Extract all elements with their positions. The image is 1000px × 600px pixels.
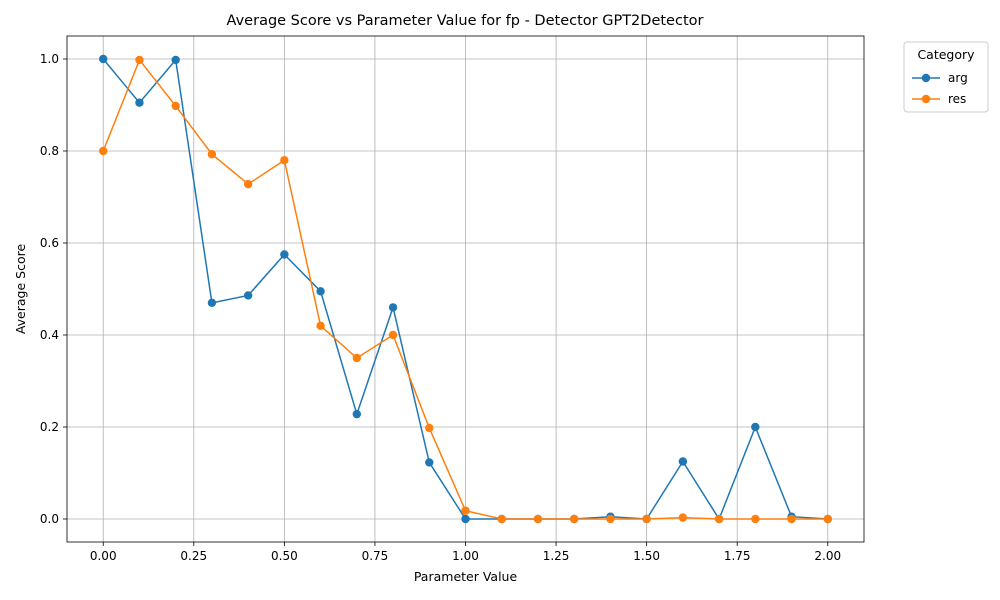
- x-tick-label: 1.75: [724, 549, 751, 563]
- x-tick-label: 0.50: [271, 549, 298, 563]
- chart-title: Average Score vs Parameter Value for fp …: [227, 13, 704, 29]
- data-point-res: [316, 321, 325, 330]
- axis-ticks: 0.00 0.25 0.50 0.75 1.00 1.25 1.50 1.75 2.00 0.0 0…: [40, 52, 841, 563]
- y-axis-label: Average Score: [13, 244, 28, 335]
- x-tick-label: 1.50: [633, 549, 660, 563]
- x-tick-label: 2.00: [814, 549, 841, 563]
- data-point-res: [823, 514, 832, 524]
- legend-swatch-marker: [921, 94, 931, 104]
- y-tick-label: 0.6: [40, 236, 59, 250]
- data-point-arg: [751, 422, 760, 432]
- data-point-res: [714, 514, 724, 524]
- data-point-res: [642, 514, 651, 524]
- data-point-arg: [388, 303, 398, 312]
- data-point-res: [533, 514, 543, 524]
- y-tick-label: 1.0: [40, 52, 59, 66]
- data-point-arg: [316, 287, 325, 296]
- data-point-arg: [99, 54, 108, 64]
- legend-entry-res: res: [948, 92, 966, 106]
- data-point-res: [678, 513, 688, 522]
- legend-swatch-marker: [921, 73, 931, 83]
- series-layer: [99, 54, 832, 524]
- data-point-arg: [171, 55, 180, 65]
- data-point-arg: [425, 458, 434, 467]
- data-point-arg: [352, 409, 362, 419]
- data-point-res: [352, 353, 362, 363]
- data-point-res: [425, 423, 434, 433]
- data-point-res: [787, 514, 796, 524]
- data-point-res: [207, 150, 217, 159]
- y-tick-label: 0.8: [40, 144, 59, 158]
- legend: Category arg res: [903, 41, 989, 113]
- series-res: [99, 55, 832, 524]
- x-tick-label: 0.00: [90, 549, 117, 563]
- data-point-res: [388, 330, 398, 340]
- data-point-res: [171, 101, 180, 111]
- data-point-res: [280, 156, 289, 165]
- data-point-arg: [135, 98, 144, 107]
- data-point-res: [461, 506, 470, 515]
- data-point-res: [99, 146, 108, 156]
- data-point-res: [606, 514, 615, 524]
- x-tick-label: 0.25: [180, 549, 207, 563]
- legend-entry-arg: arg: [948, 71, 968, 85]
- y-tick-label: 0.0: [40, 512, 59, 526]
- y-tick-label: 0.2: [40, 420, 59, 434]
- data-point-arg: [243, 291, 253, 300]
- data-point-res: [497, 514, 506, 524]
- data-point-arg: [678, 457, 688, 466]
- x-tick-label: 0.75: [362, 549, 389, 563]
- data-point-res: [569, 514, 579, 524]
- x-tick-label: 1.25: [543, 549, 570, 563]
- data-point-arg: [280, 250, 289, 259]
- x-axis-label: Parameter Value: [414, 569, 518, 584]
- legend-box: [903, 41, 989, 113]
- legend-title: Category: [917, 47, 975, 62]
- data-point-res: [135, 55, 144, 65]
- grid-lines: [67, 36, 864, 542]
- data-point-arg: [461, 514, 470, 524]
- x-tick-label: 1.00: [452, 549, 479, 563]
- data-point-arg: [207, 298, 217, 307]
- data-point-res: [243, 179, 253, 189]
- y-tick-label: 0.4: [40, 328, 59, 342]
- data-point-res: [751, 514, 760, 524]
